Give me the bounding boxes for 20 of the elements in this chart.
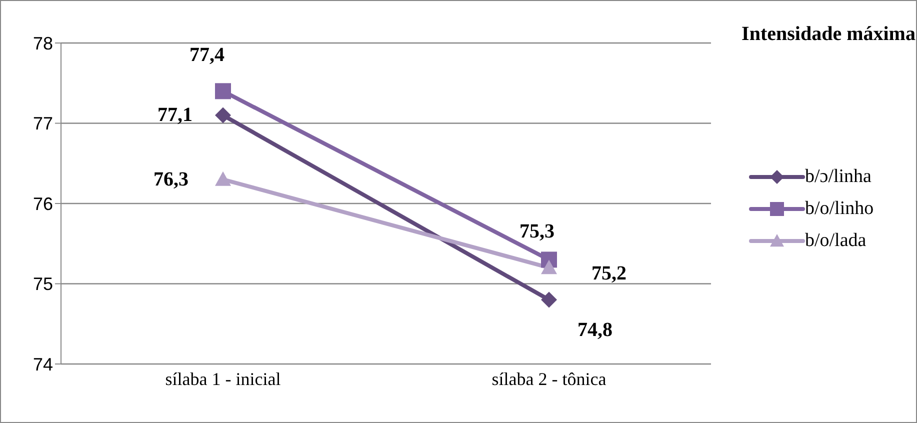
data-label: 77,4: [190, 44, 224, 66]
legend-label: b/o/linho: [805, 198, 874, 220]
legend-label: b/ɔ/linha: [805, 166, 872, 188]
y-tick-label: 77: [32, 114, 53, 134]
data-label: 74,8: [578, 318, 612, 341]
x-tick-label: sílaba 1 - inicial: [165, 368, 281, 389]
data-label: 75,3: [520, 220, 554, 243]
data-label: 77,1: [158, 104, 192, 126]
text: Intensidade máxima: [741, 22, 916, 47]
y-tick-label: 74: [32, 354, 53, 374]
data-label: 75,2: [592, 262, 626, 285]
legend-label: b/o/lada: [805, 230, 866, 252]
x-tick-label: sílaba 2 - tônica: [492, 368, 606, 389]
point: [215, 107, 231, 124]
y-tick-label: 78: [32, 33, 53, 54]
data-label: 76,3: [154, 168, 188, 190]
point: [215, 83, 231, 100]
y-tick-label: 76: [32, 194, 53, 214]
y-tick-label: 75: [32, 274, 53, 294]
point: [541, 292, 557, 308]
